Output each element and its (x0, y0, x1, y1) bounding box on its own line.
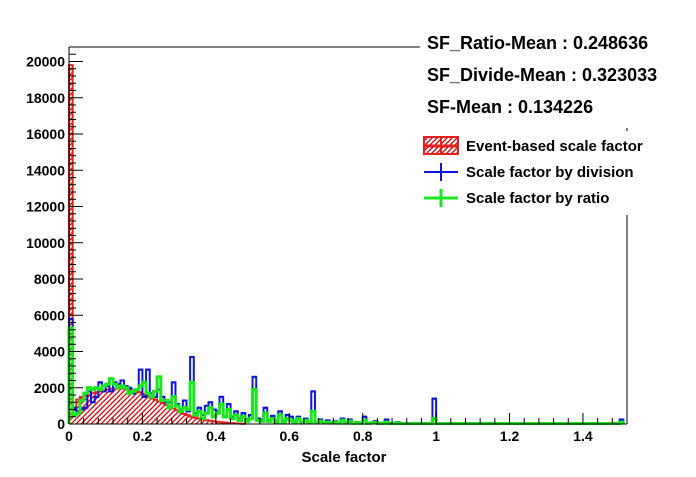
event-based-bin-23 (153, 400, 157, 424)
y-tick-label: 2000 (34, 380, 65, 396)
event-based-bin-10 (106, 390, 110, 424)
y-tick-label: 10000 (26, 235, 65, 251)
event-based-bin-14 (120, 389, 124, 424)
x-tick-label: 0.8 (353, 428, 373, 444)
event-based-bin-11 (109, 389, 113, 424)
stats-line-1: SF_Divide-Mean : 0.323033 (427, 65, 657, 85)
y-tick-label: 4000 (34, 344, 65, 360)
y-tick-label: 12000 (26, 199, 65, 215)
event-based-bin-20 (142, 394, 146, 424)
event-based-bin-22 (150, 398, 154, 424)
x-tick-label: 0.6 (280, 428, 300, 444)
stats-line-0: SF_Ratio-Mean : 0.248636 (427, 33, 648, 53)
y-tick-label: 8000 (34, 271, 65, 287)
x-tick-label: 1.4 (573, 428, 593, 444)
y-tick-label: 6000 (34, 307, 65, 323)
legend-label-0: Event-based scale factor (466, 138, 643, 155)
event-based-bin-24 (157, 401, 161, 424)
x-axis-label: Scale factor (301, 449, 386, 466)
x-tick-label: 1.2 (500, 428, 520, 444)
legend-label-1: Scale factor by division (466, 164, 634, 181)
y-tick-label: 0 (57, 416, 65, 432)
y-tick-label: 18000 (26, 90, 65, 106)
event-based-bin-12 (113, 389, 117, 424)
x-tick-label: 1 (432, 428, 440, 444)
event-based-bin-25 (161, 403, 165, 424)
y-tick-label: 14000 (26, 162, 65, 178)
event-based-bin-21 (146, 396, 150, 424)
x-tick-label: 0 (65, 428, 73, 444)
event-based-bin-17 (131, 390, 135, 424)
event-based-bin-13 (117, 389, 121, 424)
y-tick-label: 16000 (26, 126, 65, 142)
event-based-outline (69, 65, 245, 424)
x-tick-label: 0.2 (133, 428, 153, 444)
stats-line-2: SF-Mean : 0.134226 (427, 97, 593, 117)
event-based-bin-18 (135, 391, 139, 424)
event-based-bin-16 (128, 390, 132, 424)
event-based-bin-9 (102, 390, 106, 424)
y-tick-label: 20000 (26, 54, 65, 70)
x-tick-label: 0.4 (206, 428, 226, 444)
legend-label-2: Scale factor by ratio (466, 190, 609, 207)
